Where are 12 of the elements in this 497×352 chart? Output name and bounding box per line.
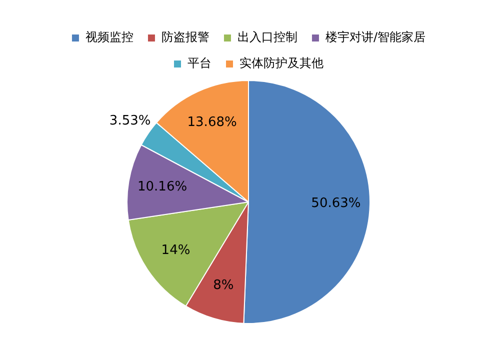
- data-label: 3.53%: [109, 113, 151, 128]
- legend-label: 平台: [188, 56, 212, 70]
- data-label: 13.68%: [187, 114, 237, 130]
- data-label: 50.63%: [311, 196, 361, 212]
- data-label: 8%: [213, 278, 234, 294]
- legend-label: 视频监控: [85, 30, 134, 44]
- legend-label: 防盗报警: [161, 30, 210, 44]
- data-label: 10.16%: [137, 180, 188, 195]
- legend-label: 楼宇对讲/智能家居: [325, 30, 426, 44]
- data-label: 14%: [161, 242, 190, 258]
- legend-label: 实体防护及其他: [240, 56, 324, 70]
- legend-label: 出入口控制: [237, 30, 298, 44]
